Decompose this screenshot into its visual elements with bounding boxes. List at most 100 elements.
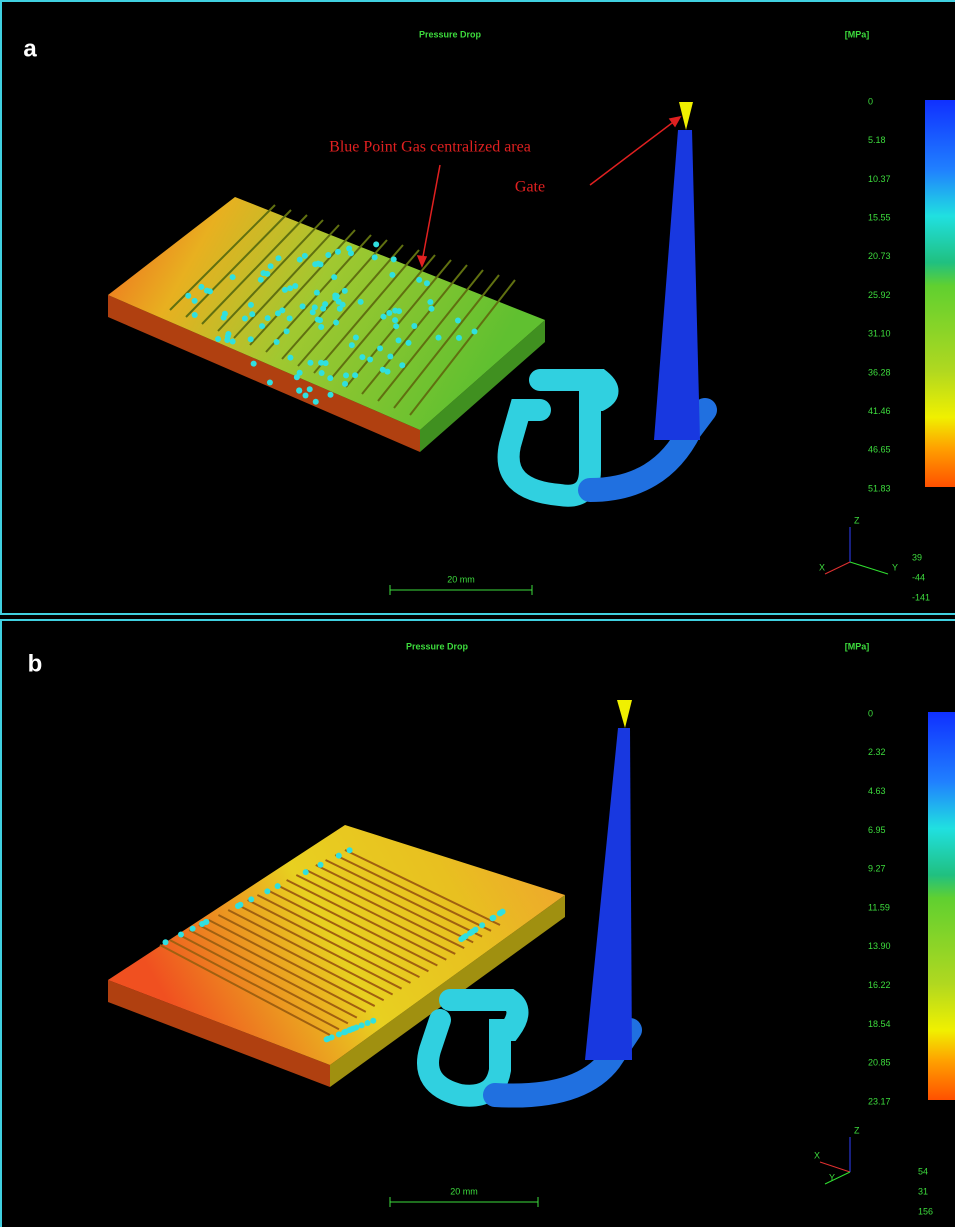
gas-point — [416, 277, 422, 283]
gas-point — [336, 853, 342, 859]
gas-point — [268, 263, 274, 269]
gas-point — [264, 888, 270, 894]
gas-point — [303, 393, 309, 399]
gas-point — [391, 256, 397, 262]
gas-point — [479, 922, 485, 928]
gas-point — [455, 317, 461, 323]
gas-point — [312, 304, 318, 310]
gas-point — [456, 335, 462, 341]
gas-point — [297, 257, 303, 263]
gas-point — [406, 340, 412, 346]
gas-point — [318, 360, 324, 366]
gas-point — [411, 323, 417, 329]
gas-point — [325, 252, 331, 258]
gas-point — [336, 1031, 342, 1037]
gas-point — [275, 883, 281, 889]
scale-tick-label: 11.59 — [868, 902, 890, 912]
gas-point — [342, 381, 348, 387]
scale-tick-label: 41.46 — [868, 406, 891, 416]
gas-point — [178, 932, 184, 938]
gas-point — [359, 1022, 365, 1028]
scale-tick-label: 20.85 — [868, 1058, 891, 1068]
gas-point — [185, 293, 191, 299]
gas-point — [259, 323, 265, 329]
axis-label: Z — [854, 1125, 860, 1135]
color-scale — [928, 712, 955, 1100]
gas-point — [353, 1024, 359, 1030]
gas-point — [275, 255, 281, 261]
result-title: Pressure Drop — [406, 641, 469, 651]
coordinate: 156 — [918, 1206, 933, 1216]
gas-point — [302, 253, 308, 259]
gas-point — [343, 372, 349, 378]
gas-point — [490, 915, 496, 921]
gas-point — [224, 337, 230, 343]
scale-tick-label: 23.17 — [868, 1096, 891, 1106]
gas-point — [386, 310, 392, 316]
gas-point — [248, 896, 254, 902]
gas-point — [380, 314, 386, 320]
axis-label: Z — [854, 515, 860, 525]
gas-point — [267, 380, 273, 386]
gas-point — [192, 298, 198, 304]
gas-point — [303, 869, 309, 875]
gas-point — [372, 254, 378, 260]
scale-tick-label: 4.63 — [868, 786, 886, 796]
gas-point — [327, 375, 333, 381]
gas-point — [222, 311, 228, 317]
gas-point — [343, 1029, 349, 1035]
gas-point — [472, 329, 478, 335]
gas-point — [249, 311, 255, 317]
gas-point — [307, 386, 313, 392]
gas-point — [251, 361, 257, 367]
gas-point — [230, 339, 236, 345]
scale-tick-label: 10.37 — [868, 174, 891, 184]
gas-point — [248, 302, 254, 308]
gas-point — [312, 261, 318, 267]
gas-point — [352, 372, 358, 378]
scale-tick-label: 5.18 — [868, 135, 886, 145]
gas-point — [315, 316, 321, 322]
scale-tick-label: 0 — [868, 708, 873, 718]
gas-point — [373, 241, 379, 247]
gas-point — [365, 1020, 371, 1026]
gas-point — [282, 287, 288, 293]
coordinate: 54 — [918, 1166, 928, 1176]
gas-point — [384, 369, 390, 375]
scale-tick-label: 20.73 — [868, 251, 891, 261]
gas-point — [199, 921, 205, 927]
gas-point — [349, 342, 355, 348]
scale-tick-label: 13.90 — [868, 941, 891, 951]
scale-tick-label: 6.95 — [868, 825, 886, 835]
gas-point — [296, 388, 302, 394]
scale-tick-label: 51.83 — [868, 483, 891, 493]
panel-label: b — [28, 650, 43, 677]
gas-point — [274, 339, 280, 345]
gas-point — [367, 356, 373, 362]
gas-point — [396, 337, 402, 343]
gas-point — [294, 374, 300, 380]
gas-point — [192, 312, 198, 318]
gas-point — [318, 862, 324, 868]
gas-point — [287, 315, 293, 321]
coordinate: -44 — [912, 572, 925, 582]
gas-point — [307, 360, 313, 366]
axis-label: Y — [829, 1172, 835, 1182]
gas-point — [313, 399, 319, 405]
axis-label: X — [814, 1150, 820, 1160]
gas-point — [331, 274, 337, 280]
scale-tick-label: 46.65 — [868, 445, 891, 455]
screenshot: aPressure Drop[MPa]05.1810.3715.5520.732… — [0, 0, 955, 1227]
coordinate: 31 — [918, 1186, 928, 1196]
color-scale — [925, 100, 955, 487]
gas-point — [328, 392, 334, 398]
gas-point — [190, 926, 196, 932]
gas-point — [204, 288, 210, 294]
scale-bar-label: 20 mm — [450, 1186, 478, 1196]
gas-point — [342, 288, 348, 294]
gas-point — [235, 903, 241, 909]
gas-point — [248, 336, 254, 342]
scale-tick-label: 9.27 — [868, 864, 886, 874]
gas-point — [242, 316, 248, 322]
gas-point — [292, 283, 298, 289]
